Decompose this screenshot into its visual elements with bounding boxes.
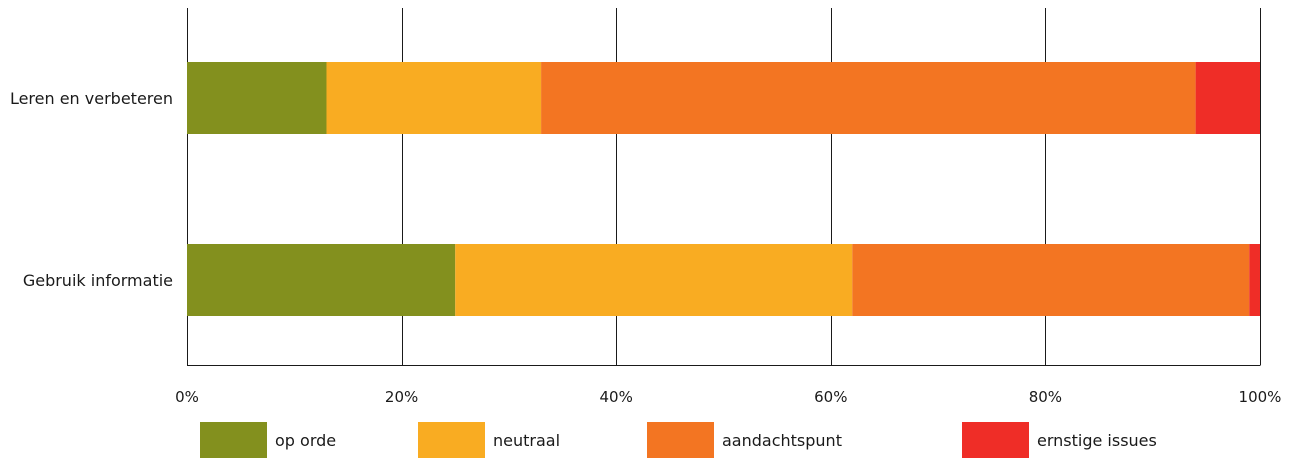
bar-segment bbox=[455, 244, 853, 316]
legend-swatch bbox=[962, 422, 1029, 458]
legend-item: op orde bbox=[200, 422, 336, 458]
x-tick-label: 20% bbox=[385, 388, 418, 406]
x-tick-label: 100% bbox=[1239, 388, 1282, 406]
x-tick-label: 60% bbox=[814, 388, 847, 406]
legend: op orde neutraal aandachtspunt ernstige iss… bbox=[0, 422, 1295, 458]
x-tick-label: 40% bbox=[600, 388, 633, 406]
bars bbox=[187, 62, 1260, 316]
bar-segment bbox=[326, 62, 542, 134]
legend-item: ernstige issues bbox=[962, 422, 1157, 458]
legend-item: aandachtspunt bbox=[647, 422, 842, 458]
legend-swatch bbox=[418, 422, 485, 458]
stacked-bar-chart: Leren en verbeteren Gebruik informatie 0%… bbox=[10, 8, 1281, 406]
category-label: Leren en verbeteren bbox=[10, 89, 173, 108]
x-tick-labels: 0% 20% 40% 60% 80% 100% bbox=[175, 388, 1281, 406]
bar-segment bbox=[852, 244, 1250, 316]
category-label: Gebruik informatie bbox=[23, 271, 173, 290]
legend-item: neutraal bbox=[418, 422, 560, 458]
bar-segment bbox=[1249, 244, 1260, 316]
legend-swatch bbox=[200, 422, 267, 458]
legend-label: aandachtspunt bbox=[722, 430, 842, 450]
bar-segment bbox=[187, 244, 456, 316]
bar-segment bbox=[1195, 62, 1260, 134]
legend-label: op orde bbox=[275, 430, 337, 450]
x-tick-label: 0% bbox=[175, 388, 199, 406]
legend-label: ernstige issues bbox=[1037, 430, 1157, 450]
bar-segment bbox=[187, 62, 327, 134]
x-tick-label: 80% bbox=[1029, 388, 1062, 406]
legend-label: neutraal bbox=[493, 430, 561, 450]
bar-segment bbox=[541, 62, 1196, 134]
category-labels: Leren en verbeteren Gebruik informatie bbox=[10, 89, 173, 290]
legend-swatch bbox=[647, 422, 714, 458]
